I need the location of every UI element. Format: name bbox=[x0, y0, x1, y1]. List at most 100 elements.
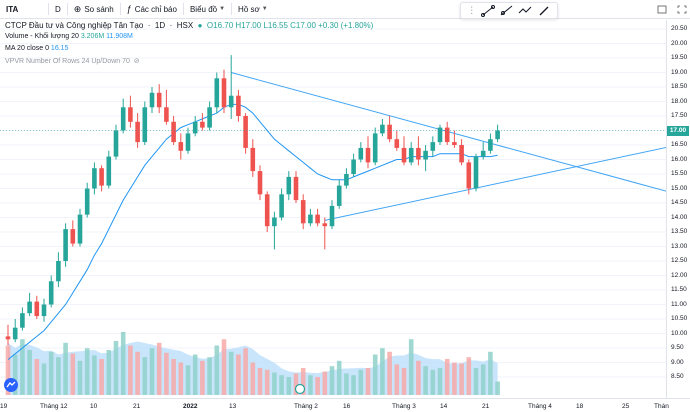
candle-body bbox=[178, 142, 184, 151]
volume-bar bbox=[344, 373, 349, 395]
volume-bar bbox=[279, 375, 284, 395]
vpvr-legend[interactable]: VPVR Number Of Rows 24 Up/Down 70 ⊘ bbox=[5, 57, 140, 65]
ray-tool-icon[interactable] bbox=[499, 5, 513, 17]
candle-body bbox=[372, 133, 378, 163]
candle-body bbox=[27, 301, 32, 314]
trend-line bbox=[324, 146, 666, 221]
price-axis-label: 13.50 bbox=[671, 228, 688, 235]
compare-button[interactable]: ⊕ So sánh bbox=[68, 0, 120, 19]
volume-bar bbox=[250, 362, 256, 395]
candle-body bbox=[401, 147, 407, 163]
candle-body bbox=[272, 217, 277, 227]
volume-bar bbox=[171, 359, 176, 395]
fullscreen-icon[interactable] bbox=[676, 4, 688, 15]
volume-bar bbox=[272, 372, 277, 395]
candle-body bbox=[257, 171, 263, 195]
indicators-button[interactable]: ƒ Các chỉ báo bbox=[121, 0, 183, 19]
volume-bar bbox=[423, 366, 428, 395]
top-toolbar: ITA D ⊕ So sánh ƒ Các chỉ báo Biểu đồ ▼ … bbox=[0, 0, 690, 19]
candle-body bbox=[264, 194, 270, 227]
volume-bar bbox=[286, 377, 292, 395]
candle-body bbox=[394, 139, 400, 148]
candle-body bbox=[473, 156, 479, 189]
candle-body bbox=[164, 107, 169, 122]
volume-bar bbox=[221, 339, 227, 395]
volume-legend[interactable]: Volume - Khối lượng 20 3.206M 11.908M bbox=[5, 33, 133, 40]
candle-body bbox=[84, 188, 90, 215]
candle-body bbox=[250, 147, 256, 172]
price-axis-label: 20.50 bbox=[671, 25, 688, 32]
legend-high: H17.00 bbox=[235, 21, 262, 30]
time-axis-label: 13 bbox=[229, 403, 237, 410]
volume-bar bbox=[401, 368, 407, 395]
restore-window-icon[interactable] bbox=[656, 4, 668, 15]
volume-value: 3.206M bbox=[80, 33, 105, 40]
divider bbox=[119, 3, 121, 15]
candle-body bbox=[228, 95, 234, 108]
volume-bar bbox=[473, 368, 479, 395]
volume-bar bbox=[236, 354, 241, 395]
price-chart[interactable] bbox=[0, 20, 666, 398]
trend-line-tool-icon[interactable] bbox=[480, 4, 495, 17]
chart-type-button[interactable]: Biểu đồ ▼ bbox=[184, 0, 231, 19]
chevron-down-icon: ▼ bbox=[219, 6, 226, 12]
time-axis[interactable]: 19 Tháng 12 10 21 2022 13 Tháng 2 16 Tháng 3 14 21… bbox=[0, 398, 690, 412]
time-axis-label: Tháng 4 bbox=[528, 403, 552, 410]
volume-label: Volume - Khối lượng 20 bbox=[5, 33, 79, 40]
path-tool-icon[interactable] bbox=[518, 5, 532, 17]
time-axis-label: 19 bbox=[0, 403, 8, 410]
symbol-search[interactable]: ITA bbox=[6, 4, 19, 14]
candle-body bbox=[308, 214, 313, 224]
volume-bar bbox=[214, 345, 220, 395]
eye-off-icon[interactable]: ⊘ bbox=[131, 58, 140, 65]
candle-body bbox=[142, 107, 148, 143]
candle-body bbox=[480, 150, 486, 157]
brush-tool-icon[interactable] bbox=[537, 5, 551, 17]
divider bbox=[66, 3, 68, 15]
ma-legend[interactable]: MA 20 close 0 16.15 bbox=[5, 45, 68, 52]
price-axis-label: 11.00 bbox=[671, 300, 687, 308]
divider bbox=[231, 3, 233, 15]
volume-bar bbox=[120, 332, 126, 395]
chart-type-label: Biểu đồ bbox=[189, 4, 218, 14]
tradingview-logo[interactable] bbox=[4, 378, 18, 392]
candle-body bbox=[106, 156, 112, 186]
ma20-line bbox=[7, 103, 498, 360]
candle-body bbox=[423, 150, 428, 160]
chart-logo-icon bbox=[6, 381, 16, 388]
candle-body bbox=[63, 229, 68, 261]
indicators-label: Các chỉ báo bbox=[134, 4, 177, 14]
drag-handle-icon[interactable]: ⋮ bbox=[467, 5, 477, 15]
candle-body bbox=[41, 304, 47, 317]
candle-body bbox=[437, 127, 443, 143]
price-axis[interactable]: 20.50 20.00 19.50 19.00 18.50 18.00 17.50 17.00… bbox=[666, 20, 690, 398]
price-axis-label: 13.00 bbox=[671, 242, 688, 250]
volume-bar bbox=[480, 364, 486, 395]
time-axis-label: 18 bbox=[576, 403, 584, 410]
interval-button[interactable]: D bbox=[55, 4, 61, 14]
profile-button[interactable]: Hồ sơ ▼ bbox=[232, 0, 274, 19]
volume-bar bbox=[308, 375, 313, 395]
candle-body bbox=[5, 336, 11, 340]
price-axis-label: 16.00 bbox=[671, 155, 688, 163]
candle-body bbox=[77, 214, 83, 244]
candle-body bbox=[56, 261, 61, 282]
volume-bar bbox=[20, 339, 25, 395]
price-axis-label: 10.50 bbox=[671, 315, 688, 322]
price-axis-label: 11.50 bbox=[671, 286, 687, 293]
candle-body bbox=[430, 142, 436, 151]
candle-body bbox=[12, 327, 18, 340]
time-axis-label: Tháng 2 bbox=[294, 403, 318, 410]
candle-body bbox=[99, 168, 104, 186]
candle-body bbox=[329, 205, 335, 227]
volume-bar bbox=[351, 375, 356, 395]
candle-body bbox=[20, 313, 25, 328]
candle-body bbox=[192, 121, 198, 134]
candle-body bbox=[344, 174, 349, 186]
candle-body bbox=[351, 159, 356, 174]
vpvr-label: VPVR Number Of Rows 24 Up/Down 70 bbox=[5, 58, 130, 65]
dividend-marker-icon[interactable] bbox=[294, 383, 306, 395]
volume-bar bbox=[135, 351, 140, 395]
volume-bar bbox=[185, 365, 191, 395]
last-price-tag: 17.00 bbox=[667, 125, 689, 136]
